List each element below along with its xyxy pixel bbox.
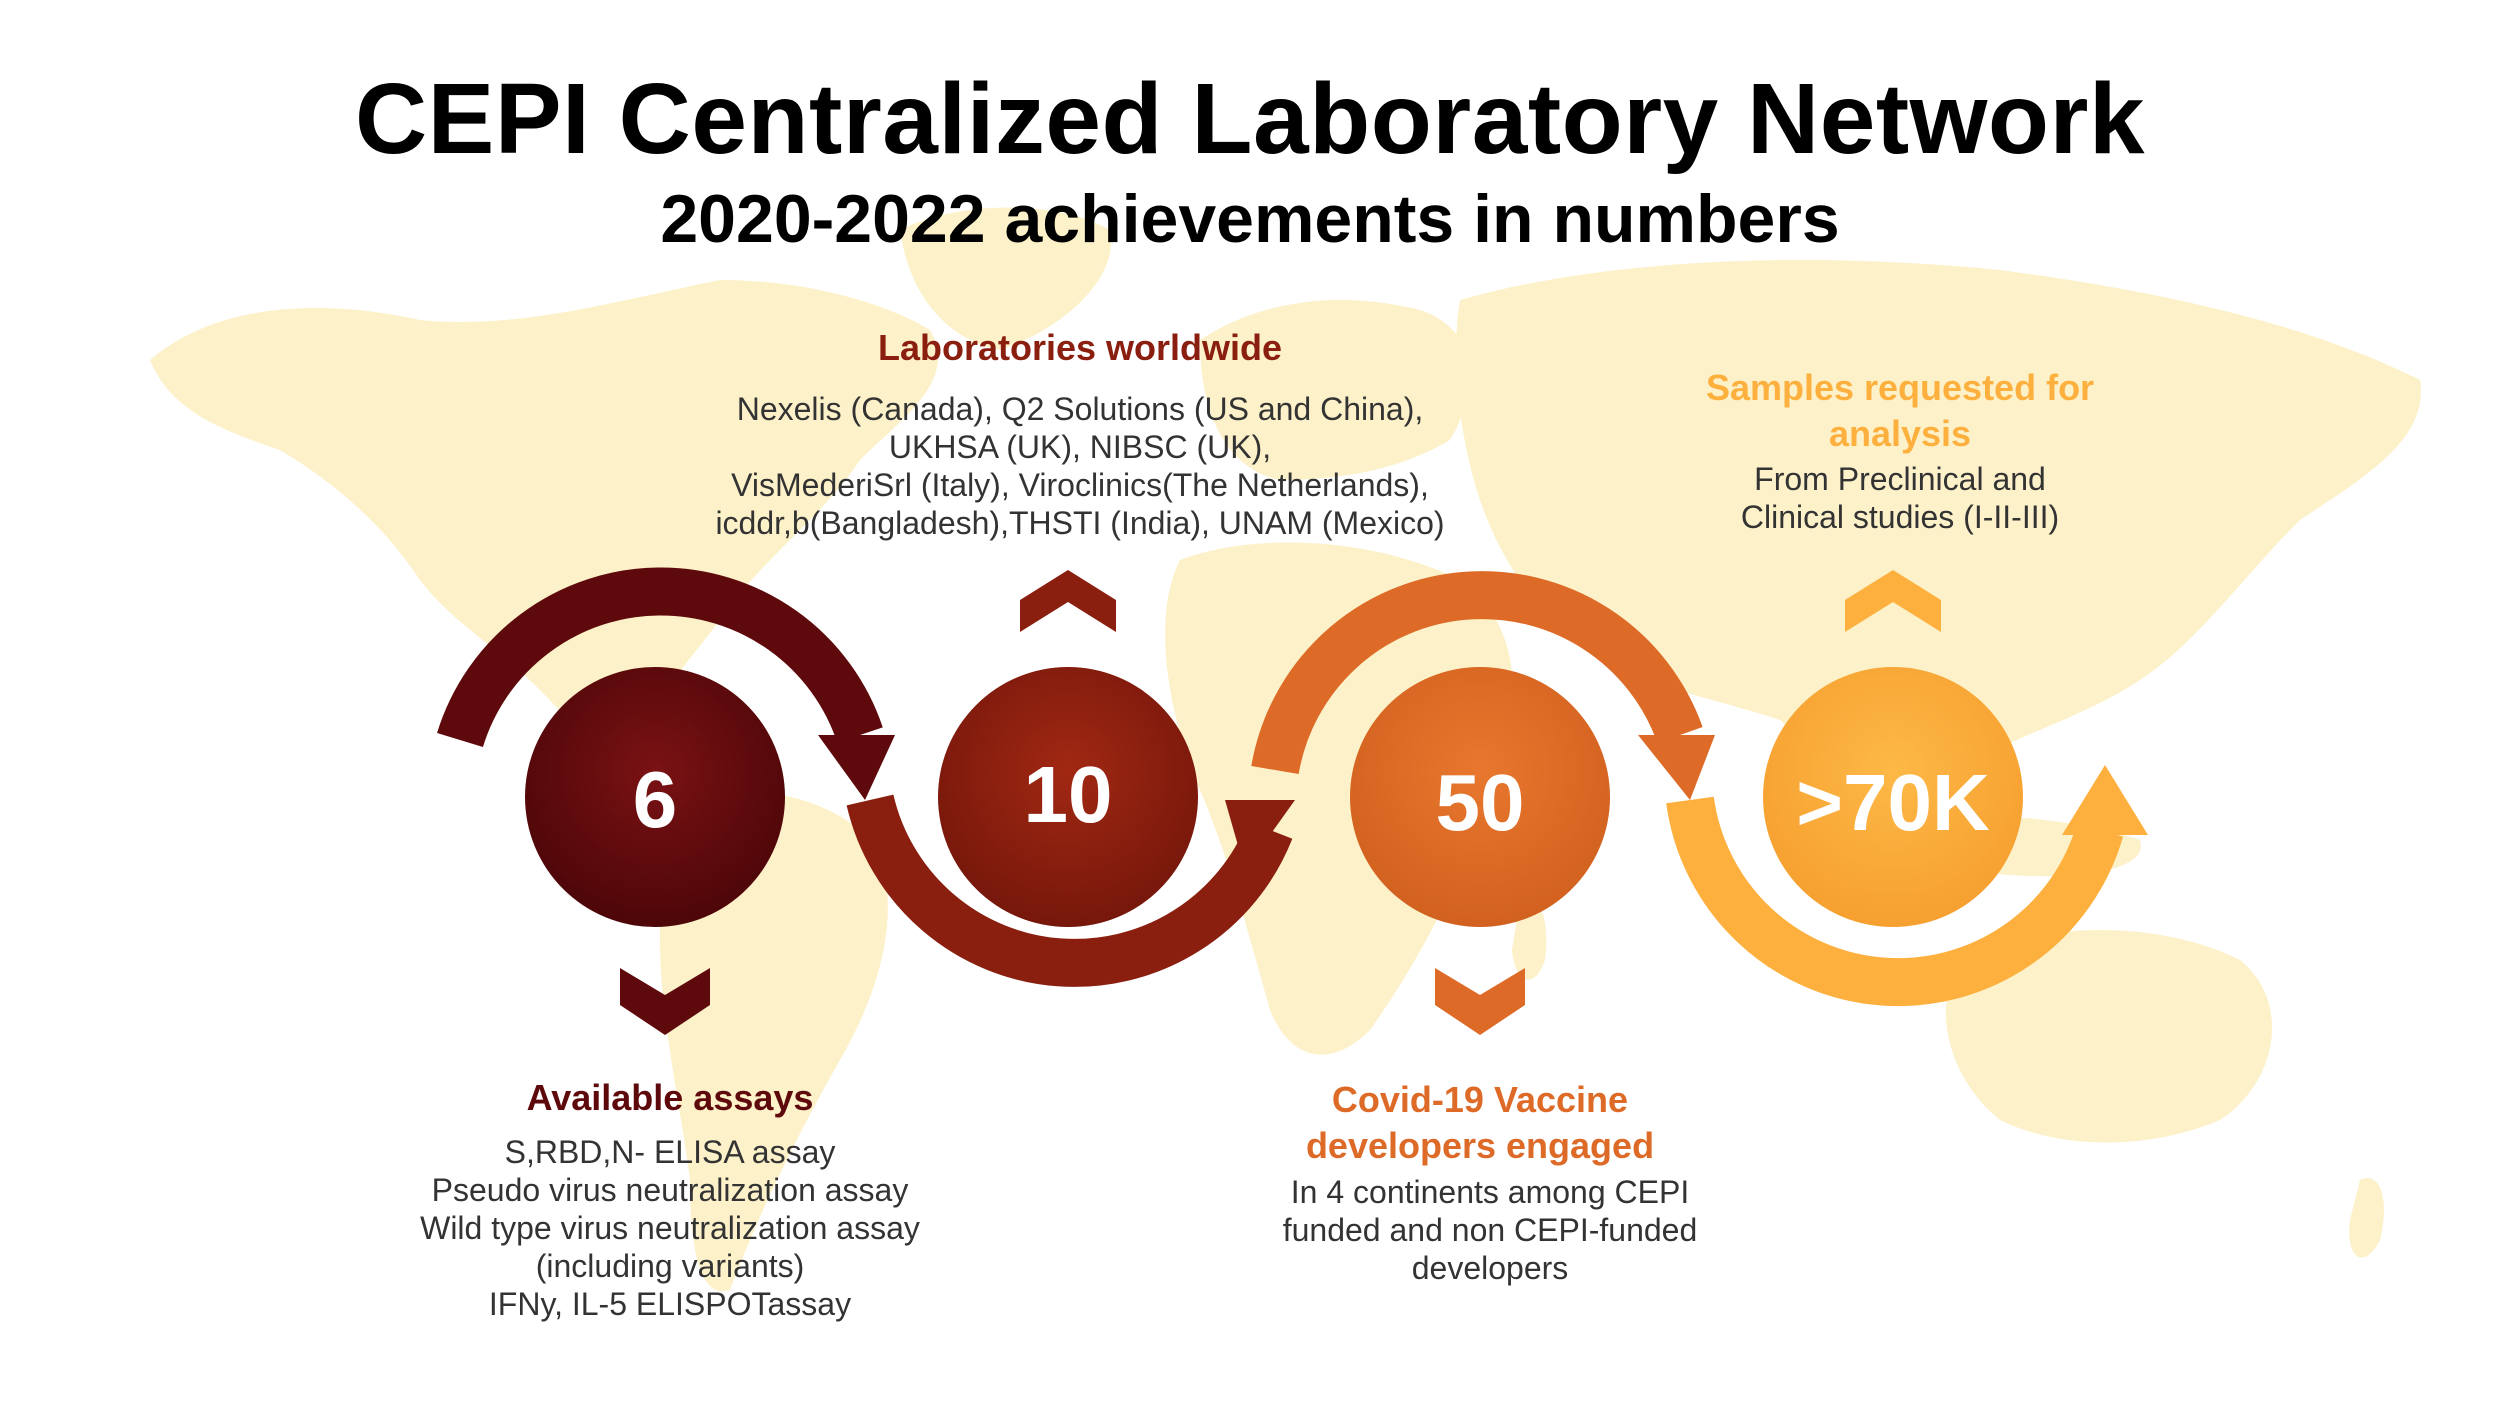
detail-line: From Preclinical and: [1754, 461, 2046, 497]
stat-value-3: 50: [1436, 758, 1525, 847]
detail-line: Wild type virus neutralization assay: [420, 1210, 920, 1246]
label-line: developers engaged: [1305, 1125, 1655, 1166]
detail-line: icddr,b(Bangladesh),THSTI (India), UNAM …: [715, 505, 1445, 541]
stat-circle-1: [525, 667, 785, 927]
detail-line: developers: [1411, 1250, 1569, 1286]
stat-circle-2: [938, 667, 1198, 927]
detail-line: IFNy, IL-5 ELISPOTassay: [488, 1286, 852, 1322]
stat-value-2: 10: [1024, 750, 1113, 839]
detail-line: In 4 continents among CEPI: [1290, 1174, 1690, 1210]
map-greenland: [900, 207, 1112, 350]
stat-circle-3: [1350, 667, 1610, 927]
map-north-america: [150, 280, 939, 760]
stat-label-4: Samples requested for analysis: [1600, 365, 2200, 457]
map-africa: [1165, 542, 1513, 1055]
page-subtitle: 2020-2022 achievements in numbers: [660, 181, 1840, 257]
stat-details-2: Nexelis (Canada), Q2 Solutions (US and C…: [660, 390, 1500, 542]
detail-line: VisMederiSrl (Italy), Viroclinics(The Ne…: [731, 467, 1429, 503]
chevron-up-icon-2: [1020, 570, 1116, 632]
chevron-down-icon-3: [1435, 968, 1525, 1035]
page-title: CEPI Centralized Laboratory Network: [354, 63, 2146, 175]
detail-line: Clinical studies (I-II-III): [1740, 499, 2060, 535]
detail-line: funded and non CEPI-funded: [1282, 1212, 1698, 1248]
stat-details-4: From Preclinical and Clinical studies (I…: [1640, 460, 2160, 536]
detail-line: S,RBD,N- ELISA assay: [504, 1134, 836, 1170]
map-south-america: [660, 792, 888, 1292]
map-new-zealand: [2349, 1178, 2384, 1258]
label-line: Covid-19 Vaccine: [1331, 1079, 1629, 1120]
stat-details-3: In 4 continents among CEPI funded and no…: [1200, 1173, 1780, 1287]
stat-label-1: Available assays: [526, 1077, 814, 1118]
arc-1: [437, 567, 883, 748]
detail-line: UKHSA (UK), NIBSC (UK),: [888, 429, 1272, 465]
chevron-up-icon-4: [1845, 570, 1941, 632]
arrow-head-4: [2062, 765, 2148, 835]
map-europe: [1200, 300, 1470, 480]
map-australia: [1945, 930, 2273, 1143]
arc-3: [1251, 571, 1703, 775]
label-line: Samples requested for: [1705, 367, 2095, 408]
arrow-head-1: [818, 735, 895, 800]
arrow-head-3: [1638, 735, 1715, 800]
chevron-down-icon-1: [620, 968, 710, 1035]
stat-circle-4: [1763, 667, 2023, 927]
detail-line: Nexelis (Canada), Q2 Solutions (US and C…: [736, 391, 1424, 427]
stat-value-4: >70K: [1796, 758, 1990, 847]
map-asia: [1456, 260, 2421, 786]
stat-details-1: S,RBD,N- ELISA assay Pseudo virus neutra…: [340, 1133, 1000, 1323]
label-line: analysis: [1828, 413, 1972, 454]
stat-value-1: 6: [633, 755, 678, 844]
stat-label-2: Laboratories worldwide: [877, 327, 1283, 368]
detail-line: Pseudo virus neutralization assay: [431, 1172, 909, 1208]
stat-label-3: Covid-19 Vaccine developers engaged: [1180, 1077, 1780, 1169]
arrow-head-2: [1225, 800, 1295, 870]
detail-line: (including variants): [535, 1248, 805, 1284]
arc-4: [1666, 796, 2124, 1007]
arc-2: [846, 794, 1293, 987]
